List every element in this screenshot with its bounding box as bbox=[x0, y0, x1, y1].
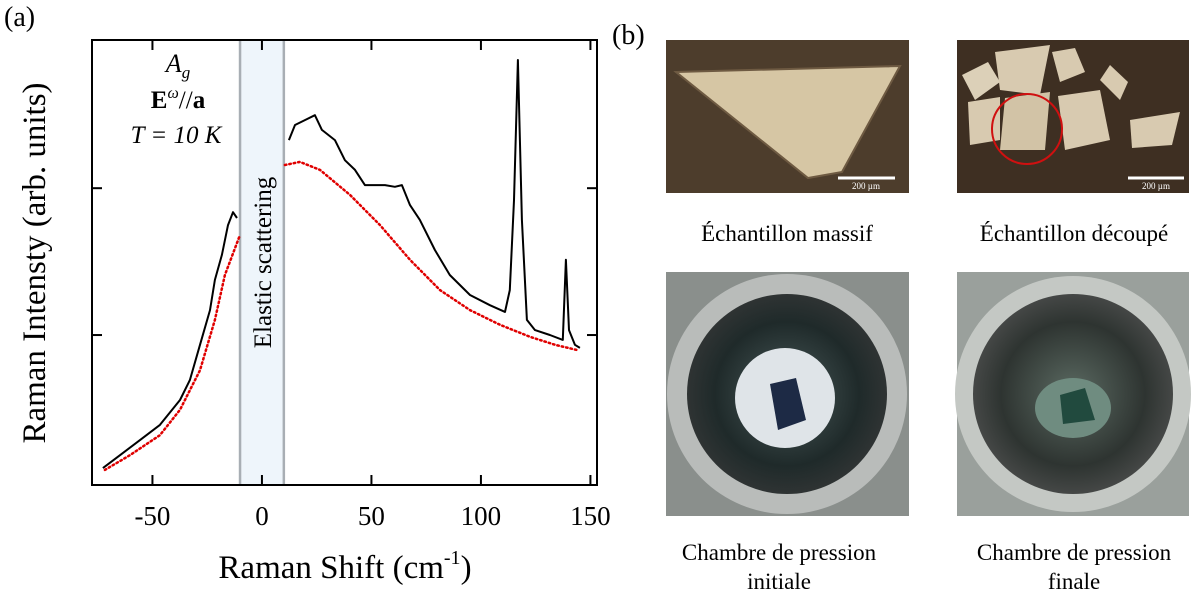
vector: E bbox=[151, 87, 168, 114]
band-label: Elastic scattering bbox=[250, 176, 277, 348]
scale-bar-label: 200 µm bbox=[1142, 181, 1170, 191]
fit-line bbox=[103, 160, 580, 472]
plot-area: Elastic scattering -50 0 50 100 150 bbox=[92, 40, 611, 531]
photo-caption: Échantillon découpé bbox=[980, 221, 1168, 246]
x-tick-label: 0 bbox=[255, 501, 269, 531]
photo-caption: initiale bbox=[747, 569, 811, 594]
subscript: g bbox=[182, 63, 191, 82]
photo-caption: Échantillon massif bbox=[701, 221, 873, 246]
x-axis-title-text: Raman Shift (cm bbox=[218, 550, 444, 586]
photo-caption: Chambre de pression bbox=[682, 540, 877, 565]
photo-cut-sample: 200 µm bbox=[957, 40, 1189, 193]
elastic-band bbox=[240, 40, 284, 485]
x-tick-label: 50 bbox=[358, 501, 385, 531]
x-tick-label: 100 bbox=[461, 501, 502, 531]
symmetry-label: Ag bbox=[164, 49, 190, 82]
panel-label: (b) bbox=[612, 20, 645, 51]
polarization-label: Eω//a bbox=[151, 85, 206, 114]
superscript: ω bbox=[167, 85, 178, 102]
symbol: A bbox=[164, 49, 182, 78]
x-tick-label: -50 bbox=[134, 501, 170, 531]
x-tick-label: 150 bbox=[570, 501, 611, 531]
temperature-label: T = 10 K bbox=[131, 122, 223, 149]
vector: a bbox=[193, 87, 206, 114]
x-axis-title: Raman Shift (cm-1) bbox=[218, 547, 471, 586]
photo-caption: finale bbox=[1048, 569, 1100, 594]
photo-caption: Chambre de pression bbox=[977, 540, 1172, 565]
photo-final-chamber bbox=[955, 272, 1191, 516]
spectrum-line bbox=[102, 59, 581, 469]
photo-bulk-sample: 200 µm bbox=[666, 40, 909, 193]
y-axis-title: Raman Intensty (arb. units) bbox=[17, 82, 53, 443]
photo-initial-chamber bbox=[666, 272, 909, 516]
x-axis-title-close: ) bbox=[461, 550, 472, 586]
scale-bar-label: 200 µm bbox=[852, 181, 880, 191]
plot-frame bbox=[91, 39, 598, 486]
separator: // bbox=[179, 87, 193, 114]
x-axis-title-sup: -1 bbox=[444, 547, 461, 569]
panel-label: (a) bbox=[4, 2, 35, 33]
